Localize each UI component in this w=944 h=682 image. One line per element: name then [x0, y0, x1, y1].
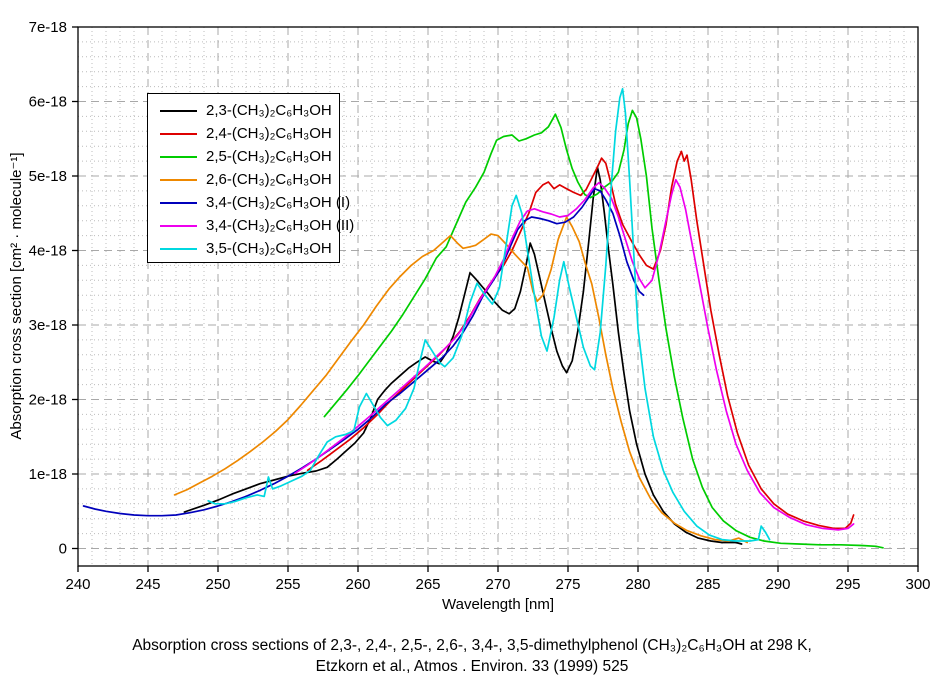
series-34II: [294, 178, 855, 531]
x-tick-label: 260: [345, 576, 370, 593]
legend-label: 2,3-(CH₃)₂C₆H₃OH: [206, 102, 332, 119]
x-axis-title: Wavelength [nm]: [442, 596, 554, 613]
legend-label: 3,4-(CH₃)₂C₆H₃OH (I): [206, 194, 351, 211]
legend-label: 3,4-(CH₃)₂C₆H₃OH (II): [206, 217, 355, 234]
y-tick-labels: 0 1e-18 2e-18 3e-18 4e-18 5e-18 6e-18 7e-18: [29, 19, 67, 558]
x-tick-label: 275: [555, 576, 580, 593]
x-tick-label: 255: [275, 576, 300, 593]
y-tick-label: 6e-18: [29, 94, 67, 111]
plot-svg: 240 245 250 255 260 265 270 275 280 285 290 295 300 0…: [29, 19, 931, 593]
y-tick-label: 0: [59, 541, 67, 558]
legend-item-34I: 3,4-(CH₃)₂C₆H₃OH (I): [148, 191, 350, 214]
x-tick-label: 245: [135, 576, 160, 593]
y-tick-label: 3e-18: [29, 317, 67, 334]
y-tick-label: 7e-18: [29, 19, 67, 36]
legend-line-swatch: [160, 132, 197, 135]
x-tick-label: 300: [905, 576, 930, 593]
series-34I: [82, 187, 645, 517]
legend-rows: 2,3-(CH₃)₂C₆H₃OH 2,4-(CH₃)₂C₆H₃OH 2,5-(CH₃…: [148, 99, 354, 260]
series-25: [323, 109, 884, 549]
legend-label: 3,5-(CH₃)₂C₆H₃OH: [206, 240, 332, 257]
x-tick-label: 290: [765, 576, 790, 593]
legend-item-24: 2,4-(CH₃)₂C₆H₃OH: [148, 122, 339, 145]
caption-line-2: Etzkorn et al., Atmos . Environ. 33 (199…: [315, 658, 629, 675]
caption: Absorption cross sections of 2,3-, 2,4-,…: [0, 635, 944, 677]
y-tick-label: 2e-18: [29, 392, 67, 409]
x-tick-label: 270: [485, 576, 510, 593]
legend-item-34II: 3,4-(CH₃)₂C₆H₃OH (II): [148, 214, 354, 237]
legend-line-swatch: [160, 109, 197, 112]
x-tick-label: 295: [835, 576, 860, 593]
x-tick-label: 265: [415, 576, 440, 593]
x-tick-label: 250: [205, 576, 230, 593]
series-26: [173, 216, 749, 544]
legend-line-swatch: [160, 224, 197, 227]
series-23: [183, 166, 743, 545]
legend-item-25: 2,5-(CH₃)₂C₆H₃OH: [148, 145, 339, 168]
legend-item-35: 3,5-(CH₃)₂C₆H₃OH: [148, 237, 339, 260]
y-tick-label: 5e-18: [29, 168, 67, 185]
caption-line-1: Absorption cross sections of 2,3-, 2,4-,…: [132, 637, 812, 654]
series-35: [207, 87, 771, 542]
legend-label: 2,5-(CH₃)₂C₆H₃OH: [206, 148, 332, 165]
x-tick-label: 285: [695, 576, 720, 593]
y-tick-label: 1e-18: [29, 466, 67, 483]
legend: 2,3-(CH₃)₂C₆H₃OH 2,4-(CH₃)₂C₆H₃OH 2,5-(CH₃…: [147, 93, 354, 263]
legend-item-26: 2,6-(CH₃)₂C₆H₃OH: [148, 168, 339, 191]
legend-line-swatch: [160, 247, 197, 250]
legend-item-23: 2,3-(CH₃)₂C₆H₃OH: [148, 99, 339, 122]
x-tick-label: 280: [625, 576, 650, 593]
legend-line-swatch: [160, 178, 197, 181]
legend-label: 2,4-(CH₃)₂C₆H₃OH: [206, 125, 332, 142]
y-tick-label: 4e-18: [29, 243, 67, 260]
legend-label: 2,6-(CH₃)₂C₆H₃OH: [206, 171, 332, 188]
legend-line-swatch: [160, 155, 197, 158]
y-axis-title: Absorption cross section [cm² · molecule…: [8, 152, 25, 440]
x-tick-labels: 240 245 250 255 260 265 270 275 280 285 290 295 300: [65, 576, 930, 593]
legend-line-swatch: [160, 201, 197, 204]
axis-ticks: [72, 26, 919, 572]
x-tick-label: 240: [65, 576, 90, 593]
